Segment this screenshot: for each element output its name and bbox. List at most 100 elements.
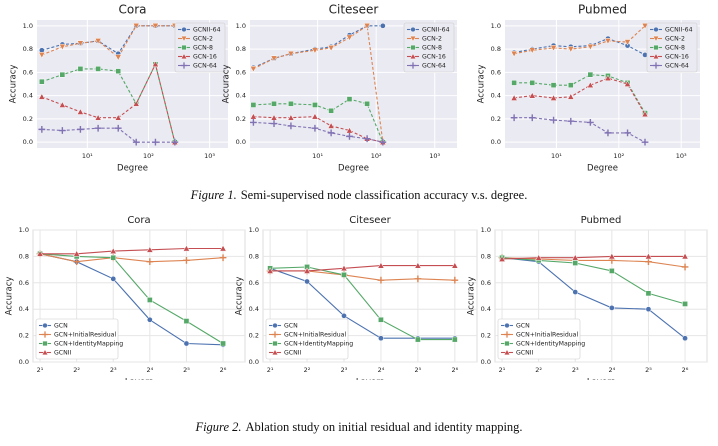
- x-tick-label: 2¹: [267, 366, 274, 374]
- data-point: [624, 129, 631, 137]
- x-tick-label: 10¹: [551, 152, 562, 160]
- legend-marker: [652, 53, 660, 60]
- data-point: [311, 124, 319, 132]
- data-point: [58, 101, 66, 108]
- data-point: [510, 114, 518, 122]
- y-tick-label: 0.8: [491, 45, 501, 53]
- x-tick-label: 2⁴: [378, 366, 385, 374]
- data-point: [624, 80, 632, 87]
- legend-marker: [652, 35, 660, 42]
- series-line: [513, 25, 646, 55]
- legend-label: GCN+IdentityMapping: [284, 341, 353, 348]
- series-line: [514, 117, 646, 143]
- data-point: [270, 120, 278, 127]
- caption-label: Figure 1.: [190, 188, 237, 202]
- y-tick-label: 0.0: [481, 358, 491, 366]
- x-tick-label: 2⁶: [220, 366, 227, 374]
- y-axis-label: Accuracy: [477, 65, 487, 104]
- x-tick-label: 2⁶: [682, 366, 689, 374]
- x-tick-label: 2³: [572, 366, 579, 374]
- y-tick-label: 0.4: [19, 305, 29, 313]
- data-point: [287, 50, 295, 58]
- legend-label: GCN: [516, 323, 530, 330]
- data-point: [38, 126, 46, 133]
- data-point: [681, 252, 689, 260]
- x-tick-label: 2³: [110, 366, 117, 374]
- legend-label: GCN+InitialResidual: [54, 332, 116, 339]
- data-point: [219, 244, 227, 252]
- data-point: [38, 52, 46, 59]
- chart-title: Citeseer: [329, 3, 379, 17]
- data-point: [572, 289, 579, 295]
- data-point: [151, 60, 159, 68]
- x-axis-label: Degree: [117, 164, 148, 174]
- data-point: [641, 138, 649, 146]
- legend-label: GCN-8: [193, 45, 213, 52]
- y-tick-label: 0.6: [23, 68, 33, 76]
- data-point: [327, 45, 335, 52]
- data-point: [586, 81, 594, 89]
- caption-label: Figure 2.: [195, 420, 242, 434]
- data-point: [682, 301, 688, 307]
- x-tick-label: 2⁴: [146, 366, 153, 374]
- data-point: [567, 93, 575, 100]
- y-tick-label: 0.0: [491, 138, 501, 146]
- series-line: [269, 267, 455, 339]
- legend-marker: [653, 44, 659, 51]
- y-tick-label: 0.0: [23, 138, 33, 146]
- legend-marker: [180, 62, 188, 69]
- data-point: [132, 22, 140, 30]
- y-axis-label: Accuracy: [222, 65, 232, 104]
- legend-label: GCNII: [284, 350, 302, 357]
- data-point: [328, 107, 334, 114]
- caption-text: Ablation study on initial residual and i…: [245, 420, 523, 434]
- data-point: [378, 335, 384, 342]
- data-point: [152, 138, 159, 146]
- data-point: [528, 47, 536, 54]
- data-point: [249, 66, 257, 73]
- legend-marker: [410, 26, 416, 33]
- data-point: [567, 82, 574, 89]
- data-point: [528, 114, 536, 122]
- data-point: [311, 47, 319, 54]
- legend-label: GCNII: [516, 350, 534, 357]
- data-point: [287, 122, 295, 130]
- y-tick-label: 0.2: [491, 115, 501, 123]
- data-point: [303, 267, 311, 274]
- data-point: [586, 119, 594, 126]
- data-point: [311, 112, 319, 120]
- data-point: [287, 114, 295, 121]
- data-point: [645, 306, 652, 312]
- x-tick-label: 10³: [676, 152, 687, 160]
- legend-box: [497, 318, 581, 360]
- legend-marker: [409, 35, 417, 42]
- series-line: [270, 265, 455, 272]
- legend-label: GCN+InitialResidual: [516, 332, 578, 339]
- data-point: [327, 129, 335, 137]
- data-point: [110, 254, 117, 261]
- y-tick-label: 0.6: [236, 68, 246, 76]
- legend-marker: [272, 340, 278, 347]
- y-tick-label: 0.8: [23, 45, 33, 53]
- x-tick-label: 10³: [429, 152, 440, 160]
- y-tick-label: 0.2: [236, 115, 246, 123]
- data-point: [95, 66, 101, 72]
- data-point: [641, 22, 649, 30]
- y-tick-label: 0.4: [491, 92, 501, 100]
- chart-title: Citeseer: [349, 215, 391, 226]
- legend-label: GCNII: [54, 350, 72, 357]
- y-tick-label: 1.0: [481, 226, 491, 234]
- legend-label: GCN-2: [193, 36, 213, 43]
- y-tick-label: 0.2: [249, 332, 259, 340]
- data-point: [220, 340, 226, 347]
- data-point: [377, 276, 385, 284]
- y-tick-label: 0.8: [481, 252, 491, 260]
- data-point: [451, 336, 458, 343]
- y-tick-label: 1.0: [23, 22, 33, 30]
- legend-label: GCN+InitialResidual: [284, 332, 346, 339]
- data-point: [38, 93, 46, 100]
- figure: 0.0 0.2 0.4 0.6 0.8 1.0 10¹ 10² 10³ Cora Degree Acc…: [5, 3, 708, 380]
- data-point: [271, 100, 277, 107]
- data-point: [340, 264, 348, 272]
